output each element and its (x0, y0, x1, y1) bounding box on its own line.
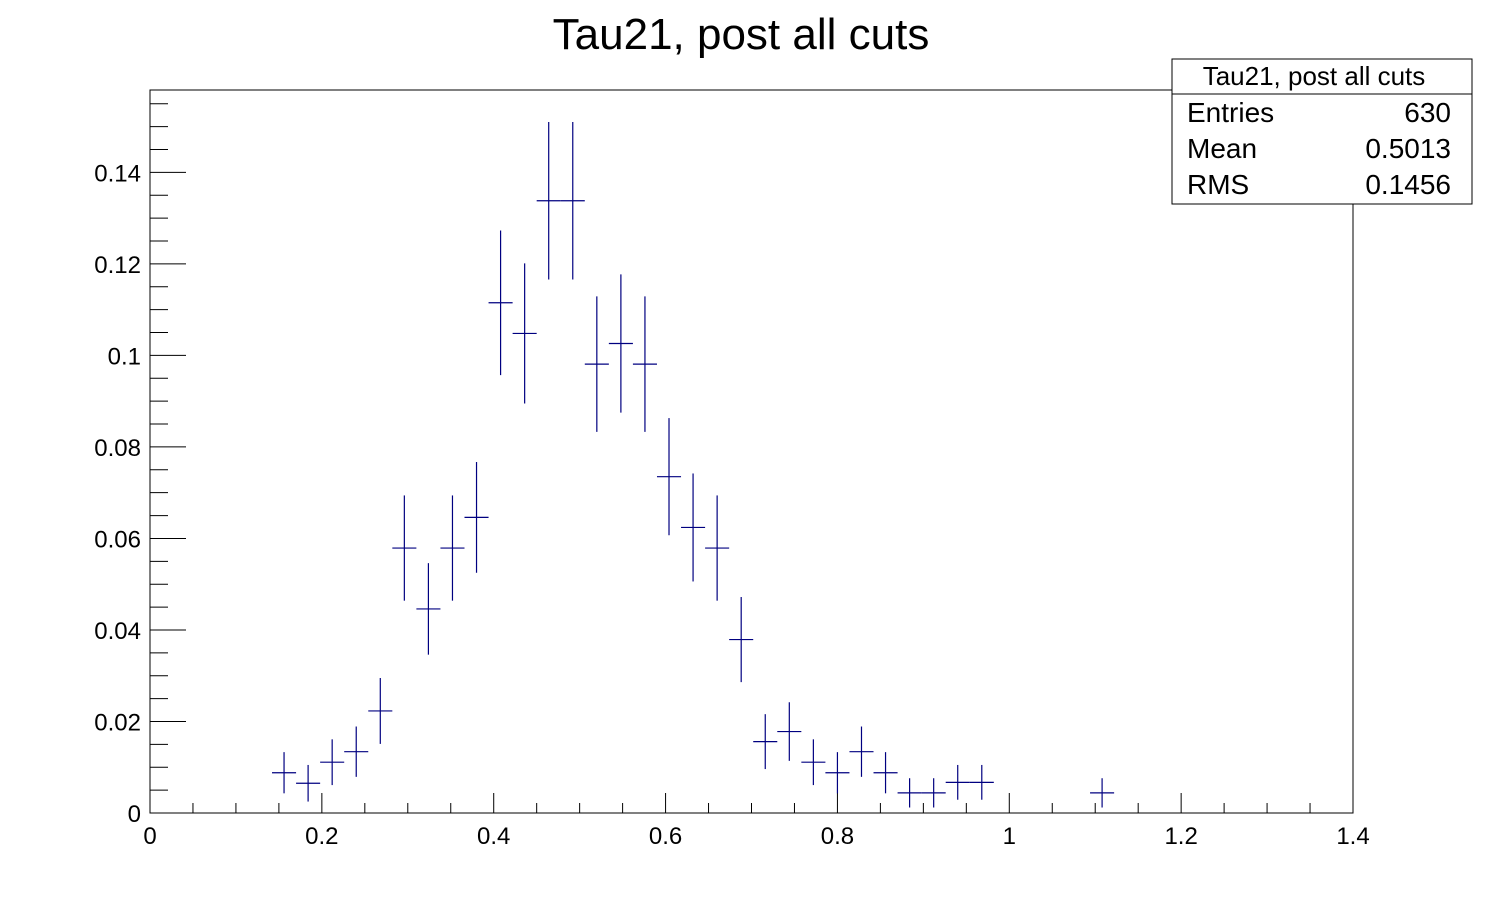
data-point (632, 296, 657, 432)
data-point (777, 702, 802, 761)
stats-value-rms: 0.1456 (1365, 169, 1451, 200)
y-tick-label: 0.08 (94, 435, 141, 462)
x-tick-label: 1.2 (1164, 823, 1197, 850)
data-point (921, 778, 946, 808)
data-point (320, 739, 345, 786)
x-tick-label: 0.2 (305, 823, 338, 850)
data-point (945, 764, 970, 800)
data-point (801, 739, 826, 786)
data-point (825, 752, 850, 794)
chart-title: Tau21, post all cuts (553, 10, 930, 59)
data-point (681, 473, 706, 582)
data-point (753, 714, 778, 770)
data-point (969, 764, 994, 800)
x-tick-label: 0 (143, 823, 156, 850)
data-point (873, 752, 898, 794)
data-point (560, 122, 585, 280)
y-tick-label: 0.06 (94, 526, 141, 553)
y-tick-label: 0.1 (108, 343, 141, 370)
x-tick-label: 1 (1003, 823, 1016, 850)
x-tick-label: 0.8 (821, 823, 854, 850)
data-point (584, 296, 609, 432)
stats-label-rms: RMS (1187, 169, 1249, 200)
data-point (464, 462, 489, 573)
x-tick-label: 0.6 (649, 823, 682, 850)
stats-value-entries: 630 (1404, 97, 1451, 128)
y-axis: 0 0.02 0.04 0.06 0.08 0.1 0.12 0.14 (94, 90, 186, 828)
data-point (656, 418, 682, 536)
x-tick-label: 0.4 (477, 823, 510, 850)
data-point (392, 495, 417, 601)
data-point (849, 726, 874, 777)
x-tick-label: 1.4 (1336, 823, 1369, 850)
data-point (1090, 778, 1115, 808)
x-axis: 0 0.2 0.4 0.6 0.8 1 1.2 1.4 (143, 793, 1370, 850)
y-tick-label: 0 (128, 801, 141, 828)
data-series (272, 122, 1115, 808)
y-tick-label: 0.12 (94, 252, 141, 279)
data-point (512, 263, 537, 404)
data-point (272, 752, 297, 794)
data-point (344, 726, 369, 777)
data-point (296, 764, 321, 802)
data-point (368, 678, 393, 744)
data-point (705, 495, 730, 601)
data-point (729, 597, 754, 683)
stats-box-frame (1171, 58, 1473, 205)
data-point (416, 563, 441, 655)
y-tick-label: 0.04 (94, 618, 141, 645)
y-tick-label: 0.02 (94, 709, 141, 736)
stats-label-mean: Mean (1187, 133, 1257, 164)
data-point (536, 122, 561, 280)
stats-value-mean: 0.5013 (1365, 133, 1451, 164)
stats-label-entries: Entries (1187, 97, 1274, 128)
stats-box: Tau21, post all cuts Entries 630 Mean 0.… (1171, 58, 1473, 205)
data-point (608, 274, 633, 413)
y-tick-label: 0.14 (94, 160, 141, 187)
data-point (440, 495, 465, 601)
data-point (897, 778, 922, 808)
data-point (488, 230, 513, 376)
stats-title: Tau21, post all cuts (1203, 61, 1426, 91)
